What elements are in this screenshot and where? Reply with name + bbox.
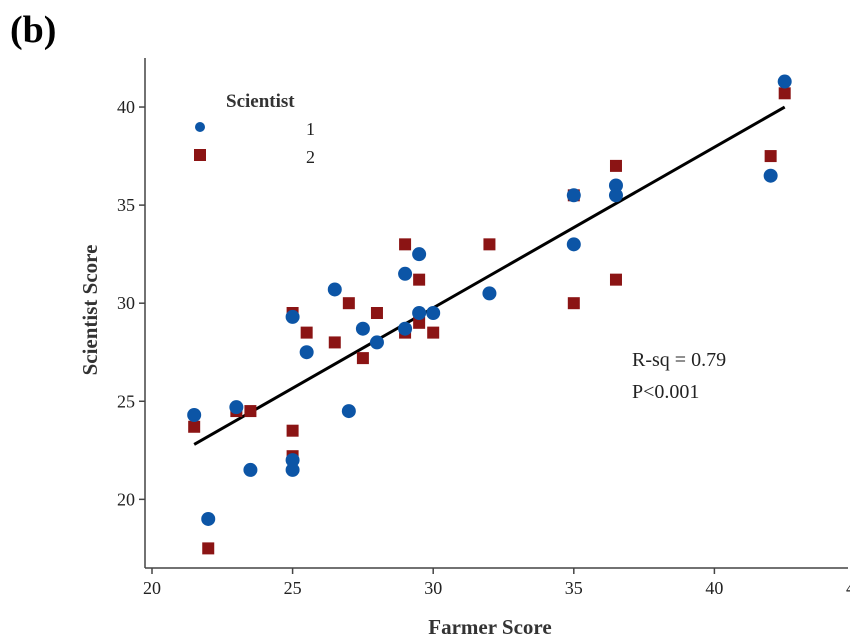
data-points xyxy=(187,74,792,555)
legend-marker-circle xyxy=(195,122,205,132)
data-point-scientist-1 xyxy=(285,462,300,477)
legend-label-2: 2 xyxy=(306,147,315,167)
panel-label: (b) xyxy=(10,9,57,51)
x-tick-label: 35 xyxy=(565,578,583,598)
data-point-scientist-2 xyxy=(300,326,313,339)
data-point-scientist-1 xyxy=(566,237,581,252)
data-point-scientist-2 xyxy=(202,542,215,555)
x-axis-ticks: 20 25 30 35 40 45 xyxy=(143,568,850,598)
legend-label-1: 1 xyxy=(306,119,315,139)
data-point-scientist-1 xyxy=(398,321,413,336)
data-point-scientist-2 xyxy=(328,336,341,349)
x-axis-title: Farmer Score xyxy=(428,615,551,639)
data-point-scientist-2 xyxy=(413,316,426,329)
data-point-scientist-1 xyxy=(201,511,216,526)
x-tick-label: 20 xyxy=(143,578,161,598)
data-point-scientist-1 xyxy=(777,74,792,89)
data-point-scientist-2 xyxy=(188,420,201,433)
data-point-scientist-2 xyxy=(286,424,299,437)
legend-title: Scientist xyxy=(226,91,295,112)
data-point-scientist-1 xyxy=(285,309,300,324)
x-tick-label: 45 xyxy=(846,578,850,598)
data-point-scientist-1 xyxy=(412,306,427,320)
data-point-scientist-2 xyxy=(427,326,440,339)
data-point-scientist-1 xyxy=(285,453,300,468)
data-point-scientist-1 xyxy=(426,306,441,320)
data-point-scientist-2 xyxy=(567,297,580,310)
data-point-scientist-1 xyxy=(355,321,370,336)
y-axis-ticks: 20 25 30 35 40 xyxy=(117,97,145,509)
data-point-scientist-2 xyxy=(764,150,777,163)
data-point-scientist-1 xyxy=(482,286,497,301)
data-point-scientist-2 xyxy=(609,159,622,172)
data-point-scientist-2 xyxy=(609,273,622,286)
y-axis-title: Scientist Score xyxy=(78,245,102,376)
data-point-scientist-2 xyxy=(244,405,257,418)
y-tick-label: 30 xyxy=(117,293,135,313)
data-point-scientist-2 xyxy=(483,238,496,251)
data-point-scientist-1 xyxy=(369,335,384,350)
data-point-scientist-1 xyxy=(327,282,342,297)
data-point-scientist-2 xyxy=(356,352,369,365)
data-point-scientist-2 xyxy=(399,238,412,251)
data-point-scientist-1 xyxy=(608,178,623,193)
data-point-scientist-1 xyxy=(243,462,258,477)
data-point-scientist-1 xyxy=(763,168,778,183)
data-point-scientist-1 xyxy=(398,266,413,281)
data-point-scientist-1 xyxy=(412,247,427,262)
x-tick-label: 30 xyxy=(424,578,442,598)
x-tick-label: 25 xyxy=(284,578,302,598)
data-point-scientist-2 xyxy=(342,297,355,310)
y-tick-label: 25 xyxy=(117,391,135,411)
data-point-scientist-1 xyxy=(608,188,623,203)
data-point-scientist-1 xyxy=(566,188,581,203)
data-point-scientist-2 xyxy=(370,307,383,319)
annotation-p-value: P<0.001 xyxy=(632,381,699,403)
data-point-scientist-1 xyxy=(187,408,202,422)
data-point-scientist-1 xyxy=(341,404,356,419)
legend: Scientist 1 2 xyxy=(194,91,315,167)
y-tick-label: 40 xyxy=(117,97,135,117)
x-tick-label: 40 xyxy=(705,578,723,598)
data-point-scientist-2 xyxy=(778,87,791,100)
data-point-scientist-1 xyxy=(229,400,244,415)
regression-line xyxy=(193,105,786,446)
annotation-r-squared: R-sq = 0.79 xyxy=(632,349,726,371)
y-tick-label: 35 xyxy=(117,195,135,215)
data-point-scientist-1 xyxy=(299,345,314,360)
legend-marker-square xyxy=(194,149,206,161)
y-tick-label: 20 xyxy=(117,489,135,509)
data-point-scientist-2 xyxy=(413,273,426,286)
axes xyxy=(144,58,848,569)
